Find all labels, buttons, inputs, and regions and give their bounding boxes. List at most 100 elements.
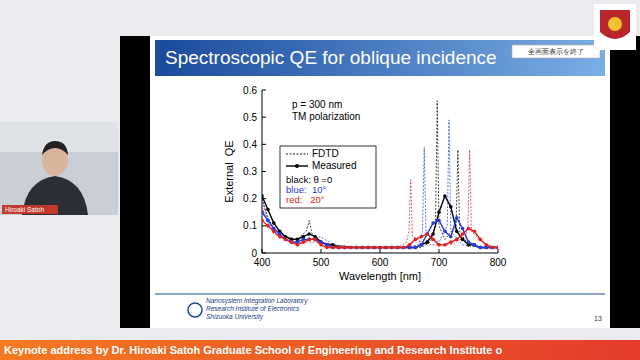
series-marker [390, 246, 394, 250]
series-marker [425, 232, 429, 236]
series-marker [414, 238, 418, 242]
series-marker [490, 246, 494, 250]
y-tick [262, 117, 266, 118]
series-marker [355, 246, 359, 250]
series-marker [479, 246, 483, 250]
series-marker [490, 246, 494, 250]
slide-title: Spectroscopic QE for oblique incidence [165, 47, 497, 68]
series-marker [343, 246, 347, 250]
legend: FDTDMeasuredblack: θ =0blue: 10°red: 20° [280, 146, 376, 208]
crest-emblem [608, 17, 622, 31]
x-axis-label: Wavelength [nm] [339, 270, 421, 282]
series-marker [290, 240, 294, 244]
series-marker [349, 246, 353, 250]
series-marker [284, 238, 288, 242]
series-marker [278, 235, 282, 239]
crest [600, 10, 630, 39]
series-marker [408, 243, 412, 247]
annotation: TM polarization [292, 111, 360, 122]
x-tick [321, 249, 322, 253]
series-marker [443, 243, 447, 247]
series-marker [361, 246, 365, 250]
screen: Hiroaki Satoh Spectroscopic QE for obliqu… [0, 0, 640, 360]
series-marker [372, 246, 376, 250]
y-tick [262, 90, 266, 91]
series-marker [366, 246, 370, 250]
series-marker [266, 219, 270, 223]
series-marker [390, 246, 394, 250]
button-label[interactable]: 全画面表示を終了 [528, 48, 584, 56]
series-marker [396, 246, 400, 250]
series-marker [307, 238, 311, 242]
series-marker [337, 246, 341, 250]
series-marker [384, 246, 388, 250]
series-marker [337, 246, 341, 250]
series-marker [467, 227, 471, 231]
series-marker [420, 235, 424, 239]
x-tick-label: 500 [313, 257, 330, 268]
series-marker [461, 227, 465, 231]
series-marker [425, 232, 429, 236]
x-tick-label: 800 [490, 257, 507, 268]
series-marker [402, 246, 406, 250]
series-marker [343, 246, 347, 250]
series-marker [325, 246, 329, 250]
series-line [262, 212, 498, 247]
banner [0, 340, 640, 360]
series-group [262, 101, 498, 249]
series-marker [378, 246, 382, 250]
name-tag [2, 205, 58, 214]
series-marker [431, 238, 435, 242]
series-marker [461, 238, 465, 242]
legend-marker [295, 164, 299, 168]
series-marker [455, 238, 459, 242]
series-line [262, 220, 498, 247]
series-line [262, 101, 498, 248]
series-marker [355, 246, 359, 250]
series-marker [473, 243, 477, 247]
series-marker [496, 246, 498, 250]
x-tick-label: 400 [254, 257, 271, 268]
series-marker [302, 240, 306, 244]
y-tick [262, 225, 266, 226]
series-marker [479, 238, 483, 242]
webcam [0, 122, 118, 215]
series-marker [266, 224, 270, 228]
footer-logo [188, 303, 202, 317]
series-marker [272, 221, 276, 225]
series-marker [284, 238, 288, 242]
share-panel [120, 36, 640, 328]
series-marker [443, 229, 447, 233]
series-marker [479, 246, 483, 250]
x-tick [380, 249, 381, 253]
y-tick-label: 0.3 [243, 166, 257, 177]
series-marker [361, 246, 365, 250]
series-marker [455, 216, 459, 220]
speaker-name: Hiroaki Satoh [5, 206, 44, 213]
series-line [262, 120, 498, 248]
series-marker [355, 246, 359, 250]
series-marker [313, 238, 317, 242]
footer-text: Shizuoka University [206, 313, 264, 321]
series-marker [431, 221, 435, 225]
series-marker [414, 246, 418, 250]
series-marker [296, 243, 300, 247]
series-marker [467, 240, 471, 244]
series-marker [402, 246, 406, 250]
series-marker [307, 232, 311, 236]
series-marker [473, 243, 477, 247]
series-marker [420, 243, 424, 247]
series-marker [343, 246, 347, 250]
series-marker [384, 246, 388, 250]
crest-bg [594, 4, 636, 50]
series-marker [262, 219, 264, 223]
series-marker [431, 232, 435, 236]
exit-fullscreen-button[interactable] [512, 45, 600, 58]
series-marker [437, 219, 441, 223]
y-tick [262, 171, 266, 172]
series-marker [484, 243, 488, 247]
series-marker [262, 194, 264, 198]
footer-text: Research Institute of Electronics [206, 305, 300, 312]
y-tick-label: 0.4 [243, 139, 257, 150]
legend-note: red: 20° [286, 194, 325, 205]
